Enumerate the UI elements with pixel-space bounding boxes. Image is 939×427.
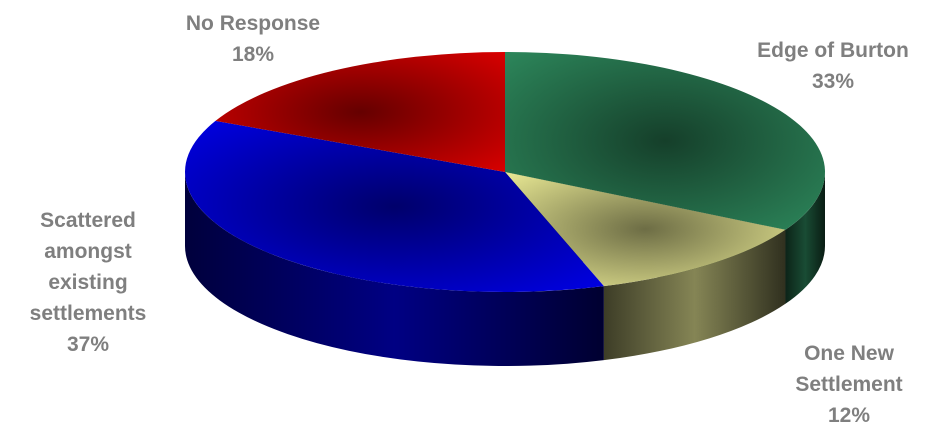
- slice-label-line: Settlement: [795, 373, 902, 396]
- pie-slice-1: [505, 172, 786, 287]
- slice-label-line: Scattered: [40, 209, 136, 232]
- pie-slices: [184, 52, 825, 292]
- pie-labels: Edge of Burton 33% One New Settlement 12% Sca…: [30, 12, 909, 427]
- pie-slice-3: [215, 52, 506, 172]
- pie-side-1: [603, 229, 786, 361]
- slice-label-2: Scattered amongst existing settlements 37%: [30, 209, 147, 356]
- slice-label-line: settlements: [30, 302, 147, 325]
- slice-label-line: One New: [804, 342, 895, 365]
- slice-percent: 12%: [828, 404, 870, 427]
- slice-percent: 33%: [812, 70, 854, 93]
- slice-label-1: One New Settlement 12%: [795, 342, 902, 427]
- slice-label-line: No Response: [186, 12, 320, 35]
- slice-label-line: amongst: [44, 240, 132, 263]
- pie-side-2: [185, 172, 604, 366]
- slice-label-3: No Response 18%: [186, 12, 320, 66]
- pie-side-0: [785, 172, 825, 304]
- slice-percent: 37%: [67, 333, 109, 356]
- pie-slice-0: [505, 52, 825, 230]
- pie-slice-2: [184, 120, 604, 292]
- slice-percent: 18%: [232, 43, 274, 66]
- slice-label-line: existing: [48, 271, 127, 294]
- slice-label-line: Edge of Burton: [757, 39, 909, 62]
- slice-label-0: Edge of Burton 33%: [757, 39, 909, 93]
